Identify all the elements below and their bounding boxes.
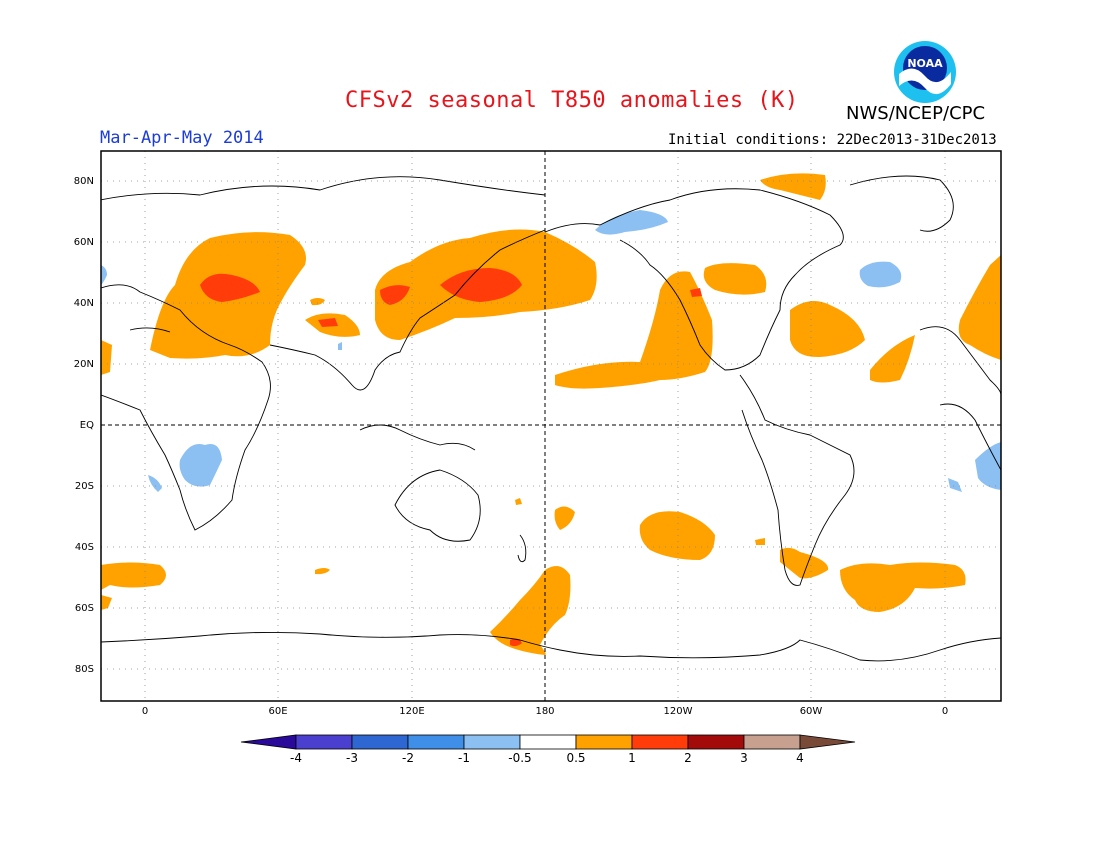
- colorbar-label: 1: [628, 751, 636, 765]
- colorbar-label: 4: [796, 751, 804, 765]
- colorbar-swatch: [519, 734, 577, 750]
- colorbar-swatch: [687, 734, 745, 750]
- colorbar-arrow-low: [240, 734, 297, 750]
- colorbar-label: -4: [290, 751, 302, 765]
- colorbar-label: -2: [402, 751, 414, 765]
- colorbar-swatch: [575, 734, 633, 750]
- lat-label: EQ: [80, 420, 94, 431]
- cool-anomaly-regions: [101, 210, 1001, 492]
- map-frame: [100, 150, 1002, 702]
- logo-text: NOAA: [907, 57, 943, 70]
- latitude-axis: 80N 60N 40N 20N EQ 20S 40S 60S 80S: [74, 176, 94, 675]
- colorbar-swatch: [407, 734, 465, 750]
- colorbar-label: 3: [740, 751, 748, 765]
- equator-dateline: [101, 151, 1001, 701]
- coastlines: [101, 175, 1001, 662]
- lon-label: 60W: [800, 706, 823, 717]
- map-title: CFSv2 seasonal T850 anomalies (K): [345, 88, 799, 113]
- colorbar-label: 2: [684, 751, 692, 765]
- colorbar-label: -3: [346, 751, 358, 765]
- agency-label: NWS/NCEP/CPC: [846, 103, 986, 124]
- colorbar-swatch: [351, 734, 409, 750]
- lat-label: 40N: [74, 298, 94, 309]
- initial-conditions-label: Initial conditions: 22Dec2013-31Dec2013: [668, 132, 997, 148]
- lat-label: 40S: [75, 542, 94, 553]
- lat-label: 60N: [74, 237, 94, 248]
- lat-label: 80S: [75, 664, 94, 675]
- colorbar-label: -0.5: [508, 751, 531, 765]
- warm-anomaly-regions: [101, 173, 1001, 655]
- lat-label: 20N: [74, 359, 94, 370]
- colorbar-swatch: [463, 734, 521, 750]
- colorbar-swatch: [631, 734, 689, 750]
- season-label: Mar-Apr-May 2014: [100, 128, 264, 148]
- graticule: [101, 151, 1001, 701]
- lon-label: 180: [535, 706, 554, 717]
- lat-label: 20S: [75, 481, 94, 492]
- lat-label: 80N: [74, 176, 94, 187]
- colorbar-label: -1: [458, 751, 470, 765]
- colorbar-label: 0.5: [566, 751, 585, 765]
- lon-label: 120E: [399, 706, 424, 717]
- lon-label: 0: [942, 706, 948, 717]
- colorbar-swatch: [743, 734, 801, 750]
- colorbar-swatch: [295, 734, 353, 750]
- lat-label: 60S: [75, 603, 94, 614]
- longitude-axis: 0 60E 120E 180 120W 60W 0: [142, 706, 948, 717]
- colorbar-arrow-high: [799, 734, 856, 750]
- lon-label: 120W: [664, 706, 693, 717]
- noaa-logo: NOAA: [894, 41, 956, 103]
- lon-label: 60E: [268, 706, 287, 717]
- hot-anomaly-regions: [200, 268, 702, 647]
- colorbar: -4 -3 -2 -1 -0.5 0.5 1 2 3 4: [240, 734, 856, 765]
- lon-label: 0: [142, 706, 148, 717]
